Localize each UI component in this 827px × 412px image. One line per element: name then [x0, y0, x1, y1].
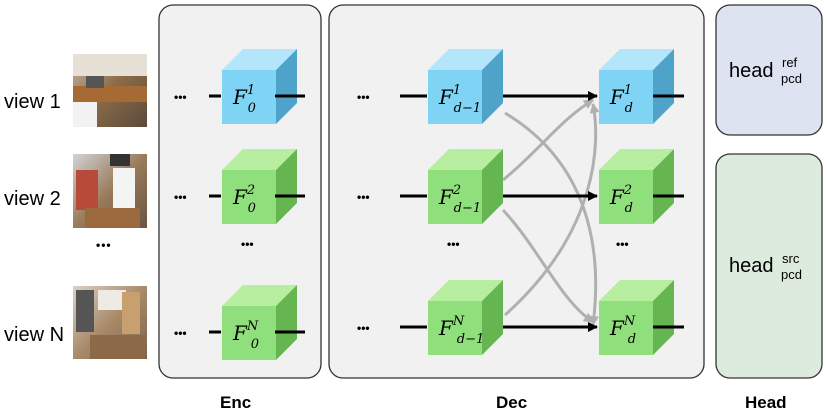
dec-output-cube-2: F2 d: [599, 149, 674, 224]
dec-input-cube-3: FN d−1: [428, 280, 503, 355]
svg-text:pcd: pcd: [781, 267, 802, 282]
enc-cube-2: F2 0: [222, 149, 297, 224]
cubes-layer: F1 0F2 0FN 0F1 d−1F2 d−1FN d−1F1 dF2 dFN d: [222, 49, 674, 360]
enc-cube-2-sub: 0: [248, 201, 256, 216]
dec-input-cube-3-label: FN d−1: [438, 314, 484, 347]
head-src-label: head src pcd: [729, 251, 802, 282]
dec-output-cube-1: F1 d: [599, 49, 674, 124]
enc-cube-3-sub: 0: [251, 337, 259, 352]
view-2-photo: [73, 154, 147, 228]
view-1-photo: [73, 54, 147, 127]
dec-input-cube-2-sup: 2: [452, 183, 461, 198]
dec-output-cube-2-sub: d: [625, 201, 633, 216]
dec-output-cube-1-sub: d: [625, 101, 633, 116]
dec-row2-ellipsis: •••: [357, 190, 370, 204]
dec-output-cube-1-sup: 1: [624, 83, 632, 98]
enc-cube-2-label: F2 0: [232, 183, 256, 216]
dec-row3-ellipsis: •••: [357, 321, 370, 335]
enc-row2-ellipsis: •••: [174, 190, 187, 204]
dec-input-cube-2: F2 d−1: [428, 149, 503, 224]
enc-cube-1-label: F1 0: [232, 83, 256, 116]
cross-view-arrows: [501, 98, 600, 326]
svg-text:src: src: [782, 251, 800, 266]
dec-input-cube-1-sup: 1: [453, 83, 461, 98]
dec-input-cube-3-sup: N: [452, 314, 465, 329]
enc-cube-1-sub: 0: [248, 101, 256, 116]
enc-mid-ellipsis: •••: [241, 237, 254, 251]
dec-output-cube-2-sup: 2: [623, 183, 632, 198]
dec-input-cube-3-sub: d−1: [457, 332, 485, 347]
head-src-panel: [715, 153, 823, 379]
enc-row3-ellipsis: •••: [174, 326, 187, 340]
enc-cube-2-sup: 2: [246, 183, 255, 198]
dec-mid-ellipsis-left: •••: [447, 237, 460, 251]
views-ellipsis: •••: [96, 238, 112, 252]
enc-label: Enc: [220, 393, 251, 412]
head-ref-label: head ref pcd: [729, 55, 802, 86]
view-2-label: view 2: [4, 188, 61, 210]
head-ref-panel: [715, 4, 823, 136]
enc-cube-3: FN 0: [222, 285, 297, 360]
view-n-label: view N: [4, 324, 64, 346]
dec-output-cube-3-sup: N: [623, 314, 636, 329]
dec-label: Dec: [496, 393, 527, 412]
dec-mid-ellipsis-right: •••: [616, 237, 629, 251]
view-1-label: view 1: [4, 91, 61, 113]
dec-row1-ellipsis: •••: [357, 90, 370, 104]
head-label: Head: [745, 393, 787, 412]
enc-cube-1-sup: 1: [247, 83, 255, 98]
svg-text:ref: ref: [782, 55, 798, 70]
enc-cube-1: F1 0: [222, 49, 297, 124]
dec-input-cube-2-sub: d−1: [454, 201, 482, 216]
dec-output-cube-3-sub: d: [628, 332, 636, 347]
svg-text:head: head: [729, 60, 774, 82]
dec-output-cube-3: FN d: [599, 280, 674, 355]
dec-input-cube-1: F1 d−1: [428, 49, 503, 124]
svg-text:head: head: [729, 255, 774, 277]
enc-row1-ellipsis: •••: [174, 90, 187, 104]
enc-cube-3-sup: N: [246, 319, 259, 334]
svg-text:pcd: pcd: [781, 71, 802, 86]
dec-input-cube-1-sub: d−1: [454, 101, 482, 116]
view-n-photo: [73, 286, 147, 359]
